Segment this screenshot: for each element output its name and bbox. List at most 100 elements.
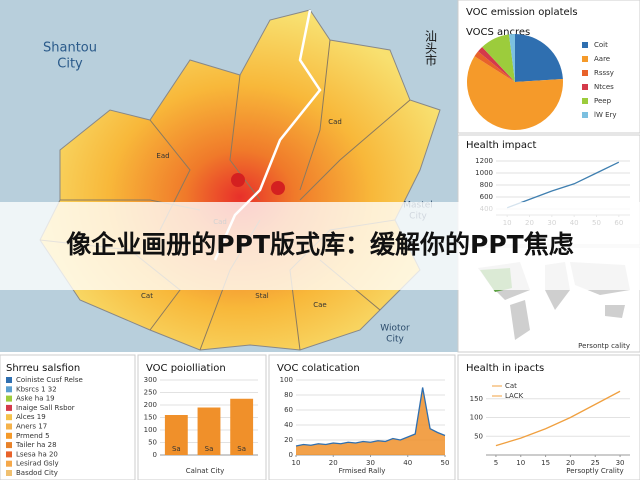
district-label: Ead: [156, 152, 169, 160]
y-tick-label: 1000: [475, 169, 493, 177]
impacts-title: Health in ipacts: [466, 363, 544, 374]
line: [506, 161, 620, 209]
x-tick-label: 10: [292, 459, 301, 467]
legend-swatch: [582, 56, 588, 62]
x-tick-label: Sa: [237, 445, 246, 453]
bar: [230, 398, 254, 455]
legend-label: Aske ha 19: [16, 395, 55, 403]
pie-slice: [515, 34, 563, 82]
city-label: City: [386, 335, 404, 345]
legend-swatch: [6, 451, 12, 458]
legend-swatch: [582, 98, 588, 104]
bar: [197, 407, 221, 455]
x-axis-label: Persoptly Crality: [566, 467, 623, 475]
legend-label: Lsesa ha 20: [16, 450, 58, 458]
line: [295, 387, 446, 447]
legend-label: Inaige Sall Rsbor: [16, 404, 75, 412]
x-tick-label: 30: [366, 459, 375, 467]
legend-swatch: [6, 386, 12, 393]
x-tick-label: 25: [591, 459, 600, 467]
y-tick-label: 80: [284, 391, 293, 399]
y-tick-label: 20: [284, 436, 293, 444]
y-tick-label: 150: [144, 414, 157, 422]
district-label: Cat: [141, 292, 153, 300]
legend-swatch: [6, 423, 12, 430]
bar-title: VOC poiolliation: [146, 363, 226, 374]
x-axis-label: Frmised Rally: [339, 467, 386, 475]
sources-title: Shrreu salsfion: [6, 363, 80, 374]
pie-slice: [467, 56, 563, 130]
pie-slice: [508, 34, 515, 82]
x-tick-label: 15: [541, 459, 550, 467]
city-label: Wiotor: [380, 324, 410, 334]
district-label: Cad: [328, 118, 342, 126]
legend-swatch: [582, 42, 588, 48]
legend-swatch: [6, 470, 12, 476]
x-tick-label: 5: [494, 459, 498, 467]
legend-swatch: [582, 84, 588, 90]
y-tick-label: 100: [280, 376, 293, 384]
map-stamp: 汕头市: [424, 30, 438, 66]
district-label: Cae: [313, 301, 326, 309]
area: [296, 387, 445, 455]
y-tick-label: 100: [144, 426, 157, 434]
banner-background: [0, 202, 640, 290]
legend-label: Peep: [594, 97, 612, 105]
x-tick-label: 20: [566, 459, 575, 467]
legend-label: Basdod City: [16, 469, 58, 477]
legend-label: Lesirad Gsly: [16, 460, 59, 468]
legend-label: Kbsrcs 1 32: [16, 385, 57, 393]
y-tick-label: 800: [480, 181, 493, 189]
legend-label: Coit: [594, 41, 608, 49]
legend-label: Cat: [505, 382, 517, 390]
y-tick-label: 50: [148, 439, 157, 447]
y-tick-label: 300: [144, 376, 157, 384]
health-title: Health impact: [466, 140, 537, 151]
legend-label: Tailer ha 28: [15, 441, 57, 449]
pie-subtitle: VOCS ancres: [466, 27, 530, 38]
x-tick-label: 10: [516, 459, 525, 467]
district-label: Stal: [255, 292, 268, 300]
y-tick-label: 600: [480, 193, 493, 201]
y-tick-label: 150: [470, 395, 483, 403]
world-caption: Persontp cality: [578, 342, 630, 350]
y-tick-label: 1200: [475, 157, 493, 165]
bar: [164, 415, 188, 455]
pie-slice: [478, 47, 515, 82]
map-title: Shantou: [43, 41, 97, 56]
legend-swatch: [6, 432, 12, 439]
y-tick-label: 40: [284, 421, 293, 429]
hotspot: [271, 181, 285, 195]
x-tick-label: 30: [616, 459, 625, 467]
x-tick-label: Sa: [172, 445, 181, 453]
legend-swatch: [582, 70, 588, 76]
y-tick-label: 250: [144, 389, 157, 397]
legend-label: Aners 17: [16, 423, 47, 431]
x-axis-label: Calnat City: [186, 467, 225, 475]
y-tick-label: 200: [144, 401, 157, 409]
legend-swatch: [6, 460, 12, 467]
banner-text: 像企业画册的PPT版式库：缓解你的PPT焦虑: [66, 230, 573, 259]
x-tick-label: 20: [329, 459, 338, 467]
line: [495, 390, 621, 447]
y-tick-label: 0: [289, 451, 293, 459]
legend-swatch: [6, 414, 12, 421]
legend-label: Prmend 5: [16, 432, 50, 440]
legend-label: Aare: [594, 55, 610, 63]
y-tick-label: 0: [153, 451, 157, 459]
panel: [0, 354, 136, 480]
legend-swatch: [582, 112, 588, 118]
legend-label: Rsssy: [594, 69, 614, 77]
y-tick-label: 100: [470, 414, 483, 422]
legend-swatch: [6, 377, 12, 383]
pie-slice: [482, 34, 515, 82]
area-title: VOC colatication: [277, 363, 360, 374]
legend-swatch: [6, 395, 12, 402]
legend-swatch: [6, 442, 12, 449]
legend-swatch: [6, 404, 12, 411]
legend-label: Coiniste Cusf Relse: [16, 376, 83, 384]
pie-slice: [474, 51, 515, 82]
legend-label: lW Ery: [594, 111, 617, 119]
x-tick-label: 40: [403, 459, 412, 467]
